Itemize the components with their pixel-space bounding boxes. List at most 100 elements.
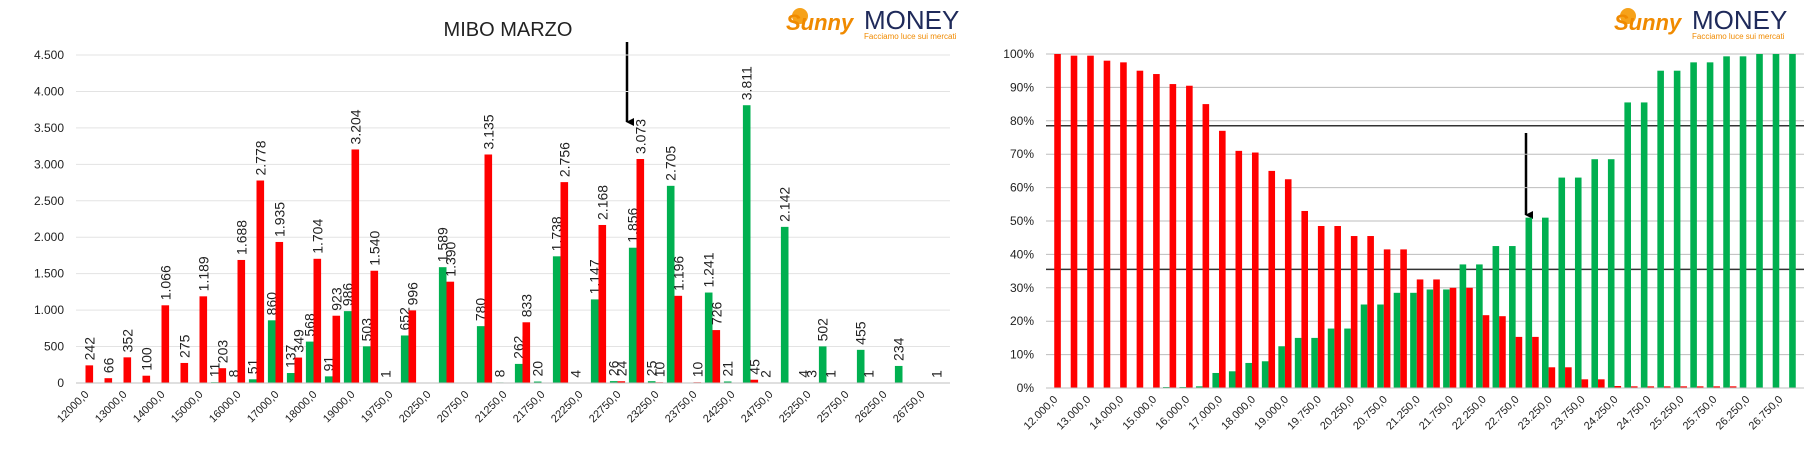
data-label: 24 [613, 360, 629, 376]
bar [674, 295, 683, 383]
bar [1673, 70, 1681, 388]
data-label: 1.540 [366, 231, 382, 266]
bar [1525, 217, 1533, 388]
bar [1153, 74, 1160, 388]
bar [305, 341, 314, 383]
bar [256, 180, 265, 383]
data-label: 66 [100, 357, 116, 373]
bar [1179, 386, 1187, 388]
bar [1680, 386, 1688, 388]
y-tick-label: 0 [57, 376, 64, 390]
bar [712, 330, 721, 383]
data-label: 234 [891, 337, 907, 361]
bar [1558, 177, 1566, 388]
bar [1640, 102, 1648, 389]
y-tick-label: 2.500 [34, 194, 64, 208]
data-label: 26 [606, 360, 622, 376]
y-tick-label: 10% [1010, 348, 1034, 362]
bar [723, 381, 732, 383]
data-label: 455 [853, 321, 869, 345]
data-label: 21 [720, 361, 736, 377]
y-tick-label: 100% [1003, 47, 1034, 61]
bar [514, 363, 523, 383]
bar [1515, 336, 1523, 388]
bar [628, 247, 637, 383]
y-tick-label: 30% [1010, 281, 1034, 295]
bar [1756, 54, 1763, 388]
data-label: 1 [378, 370, 394, 378]
bar [1070, 55, 1078, 389]
data-label: 4 [796, 370, 812, 378]
bar [1690, 62, 1697, 388]
bar [408, 310, 417, 383]
data-label: 3.204 [347, 109, 363, 144]
bar [1663, 386, 1671, 388]
logo-sun [1620, 8, 1636, 24]
bar [522, 322, 531, 383]
data-label: 1.589 [435, 227, 451, 262]
logo-brand: MONEY [864, 5, 959, 35]
data-label: 1.704 [309, 219, 325, 254]
data-label: 8 [492, 369, 508, 377]
bar [1789, 54, 1796, 388]
data-label: 349 [290, 329, 306, 353]
bar [1476, 264, 1483, 388]
bar [294, 357, 303, 383]
bar [1426, 289, 1434, 388]
bar [123, 357, 132, 383]
bar [1301, 210, 1309, 388]
bar [1459, 264, 1467, 388]
data-label: 1.688 [233, 220, 249, 255]
bar [362, 346, 371, 383]
bar [1565, 367, 1572, 388]
data-label: 2.168 [594, 185, 610, 220]
bar [560, 182, 569, 383]
bar [237, 259, 246, 383]
bar [1492, 246, 1500, 388]
bar [894, 365, 903, 383]
logo-sun [792, 8, 808, 24]
bar [704, 292, 713, 383]
bar [370, 270, 379, 383]
bar [1466, 287, 1473, 388]
bar [1311, 337, 1318, 388]
bar [1723, 56, 1730, 388]
bar [1120, 62, 1127, 388]
bar [1541, 217, 1549, 388]
bar [1772, 54, 1780, 388]
logo-tagline: Facciamo luce sui mercati [864, 32, 957, 41]
logo-tagline: Facciamo luce sui mercati [1692, 32, 1785, 41]
bar [446, 281, 455, 383]
logo: Sunny MONEY Facciamo luce sui mercati [786, 5, 959, 41]
bar [780, 226, 789, 383]
bar [1202, 104, 1210, 388]
bar [818, 346, 827, 383]
bar [1377, 304, 1384, 388]
bar [590, 299, 599, 383]
y-tick-label: 20% [1010, 314, 1034, 328]
bar [343, 311, 352, 383]
y-tick-label: 60% [1010, 181, 1034, 195]
data-label: 10 [651, 361, 667, 377]
y-tick-label: 40% [1010, 247, 1034, 261]
bar [1393, 292, 1401, 388]
bar [1162, 386, 1170, 388]
bar [552, 256, 561, 383]
chart-title: MIBO MARZO [444, 19, 573, 41]
bar [218, 368, 227, 383]
bar [180, 362, 189, 383]
bar [1410, 292, 1417, 388]
data-label: 10 [689, 361, 705, 377]
bar [351, 149, 360, 383]
y-tick-label: 4.500 [34, 48, 64, 62]
bar [248, 379, 257, 383]
bar [609, 381, 618, 383]
bar [636, 159, 645, 383]
bar [1416, 279, 1424, 388]
bar [1228, 371, 1236, 388]
data-label: 2.756 [556, 142, 572, 177]
bar [1657, 70, 1664, 388]
bar [1344, 328, 1351, 388]
bar [104, 378, 113, 383]
bar [1607, 159, 1615, 388]
